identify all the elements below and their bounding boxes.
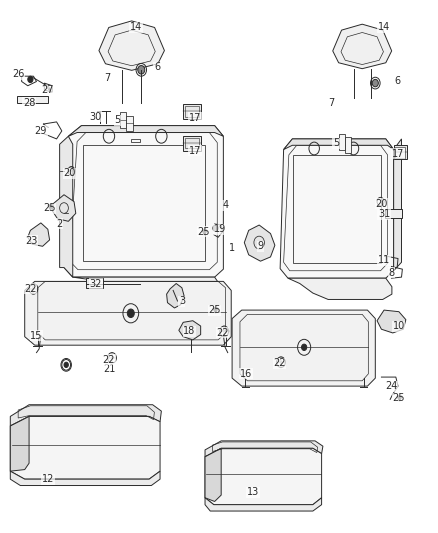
Text: 22: 22: [24, 284, 37, 294]
Text: 24: 24: [385, 381, 398, 391]
Polygon shape: [280, 139, 394, 278]
Text: 23: 23: [25, 236, 37, 246]
Text: 6: 6: [394, 77, 400, 86]
Circle shape: [127, 309, 134, 318]
Polygon shape: [205, 448, 321, 505]
Polygon shape: [183, 104, 201, 119]
Text: 22: 22: [103, 354, 115, 365]
Text: 9: 9: [258, 241, 264, 251]
Bar: [120, 112, 126, 128]
Polygon shape: [28, 223, 49, 246]
Polygon shape: [86, 278, 103, 288]
Polygon shape: [11, 471, 160, 486]
Polygon shape: [232, 310, 375, 386]
Text: 3: 3: [179, 296, 185, 306]
Polygon shape: [52, 195, 76, 221]
Polygon shape: [166, 284, 184, 308]
Polygon shape: [394, 139, 402, 271]
Text: 20: 20: [64, 168, 76, 179]
Circle shape: [213, 225, 218, 231]
Circle shape: [138, 66, 145, 74]
Text: 26: 26: [12, 69, 25, 79]
Polygon shape: [60, 136, 73, 277]
Circle shape: [372, 79, 378, 87]
Text: 1: 1: [229, 243, 235, 253]
Text: 6: 6: [154, 62, 160, 72]
Text: 14: 14: [378, 22, 390, 33]
Circle shape: [301, 344, 307, 351]
Polygon shape: [284, 139, 394, 150]
Polygon shape: [205, 448, 221, 502]
Text: 17: 17: [189, 146, 201, 156]
Text: 32: 32: [90, 279, 102, 288]
Text: 29: 29: [35, 126, 47, 136]
Circle shape: [28, 76, 33, 83]
Text: 2: 2: [57, 219, 63, 229]
Polygon shape: [17, 96, 48, 103]
Polygon shape: [11, 405, 161, 426]
Polygon shape: [25, 281, 231, 345]
Text: 16: 16: [240, 369, 252, 379]
Circle shape: [64, 362, 68, 368]
Text: 28: 28: [23, 98, 35, 108]
Polygon shape: [205, 498, 321, 511]
Polygon shape: [73, 277, 221, 301]
Text: 22: 22: [216, 328, 229, 338]
Polygon shape: [99, 21, 164, 70]
Polygon shape: [385, 209, 403, 217]
Text: 25: 25: [43, 203, 56, 213]
Text: 20: 20: [375, 199, 388, 209]
Polygon shape: [377, 310, 406, 333]
Text: 10: 10: [393, 321, 405, 331]
Bar: [127, 116, 133, 132]
Text: 18: 18: [183, 326, 195, 336]
Text: 5: 5: [333, 138, 339, 148]
Text: 25: 25: [208, 305, 221, 315]
Polygon shape: [205, 441, 323, 457]
Text: 11: 11: [378, 255, 390, 265]
Text: 7: 7: [105, 73, 111, 83]
Text: 22: 22: [273, 358, 286, 368]
Polygon shape: [244, 225, 275, 261]
Text: 5: 5: [115, 115, 121, 125]
Text: 4: 4: [223, 200, 229, 211]
Text: 31: 31: [378, 209, 390, 220]
Text: 25: 25: [198, 227, 210, 237]
Polygon shape: [64, 126, 223, 277]
Bar: [345, 137, 351, 153]
Polygon shape: [288, 278, 392, 300]
Bar: [339, 134, 345, 150]
Polygon shape: [394, 146, 407, 159]
Polygon shape: [68, 126, 223, 136]
Text: 13: 13: [247, 488, 259, 497]
Polygon shape: [11, 416, 160, 479]
Text: 14: 14: [130, 22, 142, 33]
Text: 12: 12: [42, 474, 54, 484]
Text: 17: 17: [189, 112, 201, 123]
Text: 8: 8: [389, 268, 395, 278]
Polygon shape: [179, 321, 201, 340]
Text: 17: 17: [392, 149, 404, 159]
Text: 15: 15: [30, 330, 42, 341]
Text: 19: 19: [214, 224, 226, 235]
Text: 25: 25: [392, 393, 405, 403]
Text: 30: 30: [90, 111, 102, 122]
Polygon shape: [11, 416, 29, 471]
Polygon shape: [333, 24, 392, 69]
Polygon shape: [183, 136, 201, 151]
Text: 21: 21: [103, 364, 115, 374]
Text: 7: 7: [328, 98, 335, 108]
Text: 27: 27: [42, 85, 54, 95]
